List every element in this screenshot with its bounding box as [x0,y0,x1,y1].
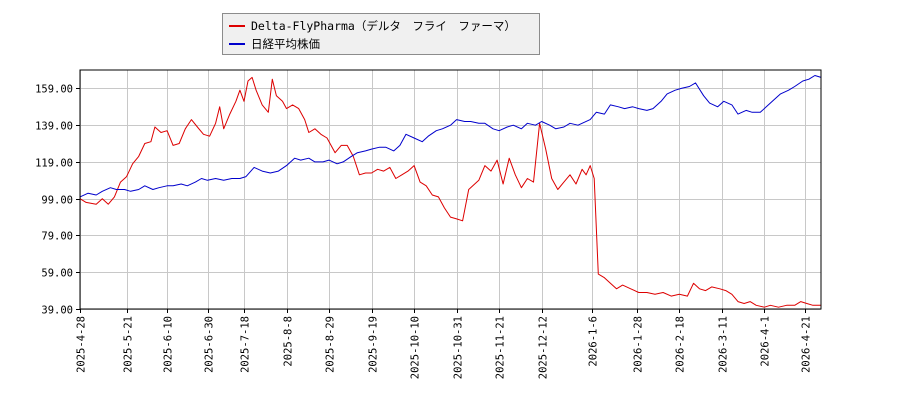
x-tick-label: 2025-5-21 [123,316,135,373]
x-tick-label: 2025-4-28 [76,316,88,373]
x-tick-label: 2025-9-19 [368,316,380,373]
x-tick-label: 2025-6-30 [204,316,216,373]
y-tick-label: 39.00 [41,305,73,317]
grid-lines [80,70,821,310]
x-tick-label: 2026-4-21 [801,316,813,373]
x-tick-label: 2026-1-6 [588,316,600,367]
legend: Delta-FlyPharma（デルタ フライ ファーマ） 日経平均株価 [222,13,540,55]
legend-swatch-blue [229,43,245,45]
x-tick-label: 2025-8-29 [325,316,337,373]
x-tick-label: 2026-1-28 [633,316,645,373]
legend-label: Delta-FlyPharma（デルタ フライ ファーマ） [251,19,516,33]
y-tick-label: 79.00 [41,231,73,243]
y-tick-label: 139.00 [35,121,73,133]
legend-swatch-red [229,25,245,27]
x-tick-label: 2026-4-1 [760,316,772,367]
y-tick-label: 59.00 [41,268,73,280]
x-tick-label: 2026-3-11 [718,316,730,373]
x-tick-label: 2025-10-31 [453,316,465,379]
x-tick-label: 2025-11-21 [495,316,507,379]
x-tick-label: 2025-7-18 [240,316,252,373]
series-line-0 [79,76,821,308]
y-tick-label: 99.00 [41,195,73,207]
legend-entry-nikkei: 日経平均株価 [229,35,320,53]
y-tick-label: 119.00 [35,158,73,170]
x-axis-ticks: 2025-4-28 2025-5-21 2025-6-10 2025-6-30 2025… [76,309,813,379]
legend-entry-delta-fly-pharma: Delta-FlyPharma（デルタ フライ ファーマ） [229,17,516,35]
series-line-1 [79,75,822,198]
series-lines [79,75,822,308]
x-tick-label: 2025-6-10 [163,316,175,373]
y-axis-ticks: 39.00 59.00 79.00 99.00 119.00 139.00 159.00 [35,84,80,317]
x-tick-label: 2025-8-8 [283,316,295,367]
legend-label: 日経平均株価 [251,37,320,51]
plot-frame [79,69,822,310]
x-tick-label: 2025-12-12 [538,316,550,379]
x-tick-label: 2026-2-18 [675,316,687,373]
y-tick-label: 159.00 [35,84,73,96]
x-tick-label: 2025-10-10 [410,316,422,379]
